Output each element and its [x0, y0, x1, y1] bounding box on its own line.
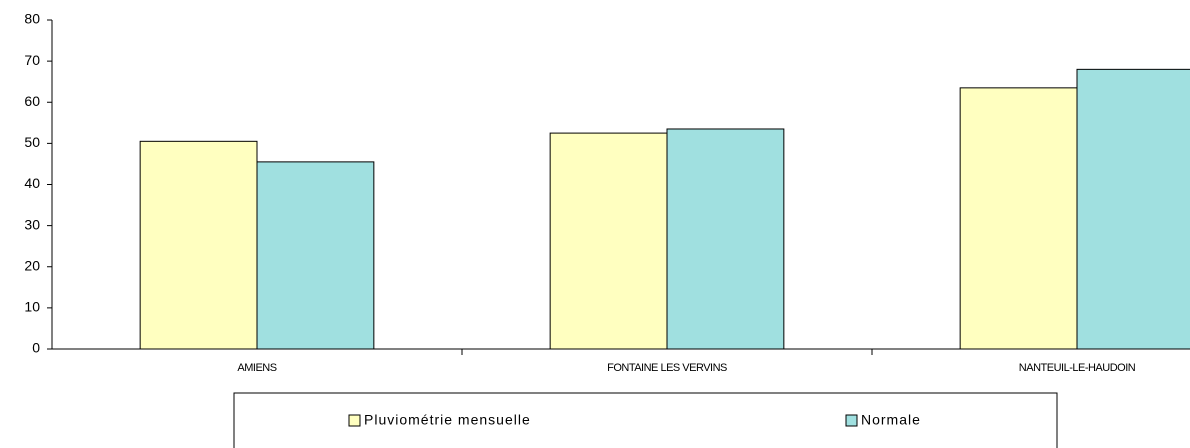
legend-swatch	[348, 414, 361, 427]
x-tick-label: FONTAINE LES VERVINS	[607, 362, 727, 374]
legend-label: Pluviométrie mensuelle	[364, 412, 531, 428]
bar	[139, 140, 258, 350]
y-tick-label: 0	[32, 340, 40, 356]
y-tick-label: 50	[24, 134, 40, 150]
y-tick-label: 60	[24, 93, 40, 109]
y-tick-label: 80	[24, 11, 40, 27]
y-tick-label: 70	[24, 52, 40, 68]
legend-label: Normale	[861, 412, 921, 428]
y-tick-label: 10	[24, 299, 40, 315]
legend-box	[233, 392, 1058, 448]
bar	[666, 128, 785, 350]
bar	[549, 132, 668, 350]
y-tick-label: 40	[24, 175, 40, 191]
x-tick-label: AMIENS	[237, 362, 276, 374]
bar	[256, 161, 375, 350]
bar	[959, 87, 1078, 350]
y-tick-label: 20	[24, 257, 40, 273]
legend-swatch	[845, 414, 858, 427]
x-tick-label: NANTEUIL-LE-HAUDOIN	[1019, 362, 1136, 374]
y-tick-label: 30	[24, 216, 40, 232]
bar	[1076, 68, 1190, 350]
